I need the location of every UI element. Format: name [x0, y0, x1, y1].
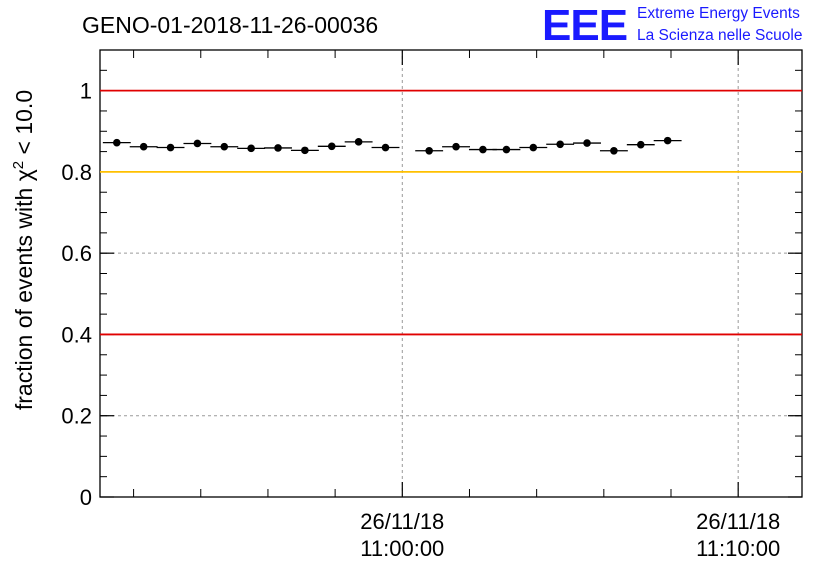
- y-tick-label: 0.6: [61, 241, 92, 266]
- data-point: [663, 136, 672, 145]
- data-point: [529, 143, 538, 152]
- data-point: [301, 146, 309, 155]
- y-tick-label: 0.8: [61, 160, 92, 185]
- data-point: [247, 144, 255, 153]
- data-point: [636, 140, 645, 149]
- data-point: [381, 143, 390, 152]
- y-tick-label: 0.4: [61, 322, 92, 347]
- data-point: [193, 139, 202, 148]
- data-point: [502, 145, 511, 154]
- data-point: [452, 142, 460, 151]
- y-tick-label: 0.2: [61, 404, 92, 429]
- data-point: [583, 139, 591, 147]
- y-axis-label-chi-symbol: χ: [11, 169, 37, 181]
- y-tick-label: 0: [80, 485, 92, 510]
- data-point: [166, 143, 175, 152]
- y-axis-label: fraction of events with χ2 < 10.0: [10, 90, 37, 410]
- x-tick-label-date: 26/11/18: [360, 509, 444, 534]
- eee-logo-line1: Extreme Energy Events: [637, 5, 800, 22]
- x-tick-label-date: 26/11/18: [696, 509, 780, 534]
- data-point: [220, 142, 229, 151]
- data-point: [327, 142, 336, 151]
- eee-logo: EEE Extreme Energy Events La Scienza nel…: [542, 1, 802, 50]
- x-tick-label-time: 11:00:00: [360, 536, 444, 561]
- x-tick-label-time: 11:10:00: [696, 536, 780, 561]
- y-axis-label-superscript: 2: [10, 161, 27, 169]
- data-point: [610, 146, 618, 155]
- y-axis-label-prefix: fraction of events with: [11, 181, 37, 410]
- data-point: [139, 142, 148, 151]
- eee-logo-mark: EEE: [542, 1, 627, 50]
- y-axis-label-suffix: < 10.0: [11, 90, 37, 161]
- plot-frame: [99, 49, 803, 498]
- y-tick-label: 1: [80, 79, 92, 104]
- plot-area: 00.20.40.60.8126/11/1811:00:0026/11/1811…: [61, 49, 803, 561]
- chart-title: GENO-01-2018-11-26-00036: [82, 12, 378, 38]
- eee-logo-line2: La Scienza nelle Scuole: [637, 27, 802, 44]
- data-point: [556, 140, 564, 149]
- data-point: [479, 145, 487, 154]
- data-point: [112, 138, 121, 147]
- data-point: [274, 144, 282, 152]
- data-point: [425, 146, 433, 155]
- data-point: [354, 138, 363, 146]
